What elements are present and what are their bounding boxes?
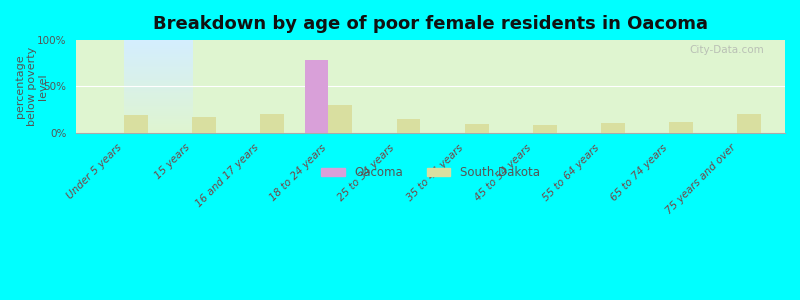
Bar xyxy=(305,61,329,133)
Bar xyxy=(669,122,693,133)
Title: Breakdown by age of poor female residents in Oacoma: Breakdown by age of poor female resident… xyxy=(153,15,708,33)
Bar xyxy=(124,115,148,133)
Bar xyxy=(397,119,421,133)
Bar xyxy=(260,114,284,133)
Bar xyxy=(192,117,216,133)
Bar xyxy=(465,124,489,133)
Bar xyxy=(329,105,352,133)
Text: City-Data.com: City-Data.com xyxy=(689,45,764,55)
Y-axis label: percentage
below poverty
level: percentage below poverty level xyxy=(15,47,48,126)
Bar xyxy=(533,125,557,133)
Bar xyxy=(738,114,761,133)
Bar xyxy=(601,123,625,133)
Legend: Oacoma, South Dakota: Oacoma, South Dakota xyxy=(317,162,545,184)
